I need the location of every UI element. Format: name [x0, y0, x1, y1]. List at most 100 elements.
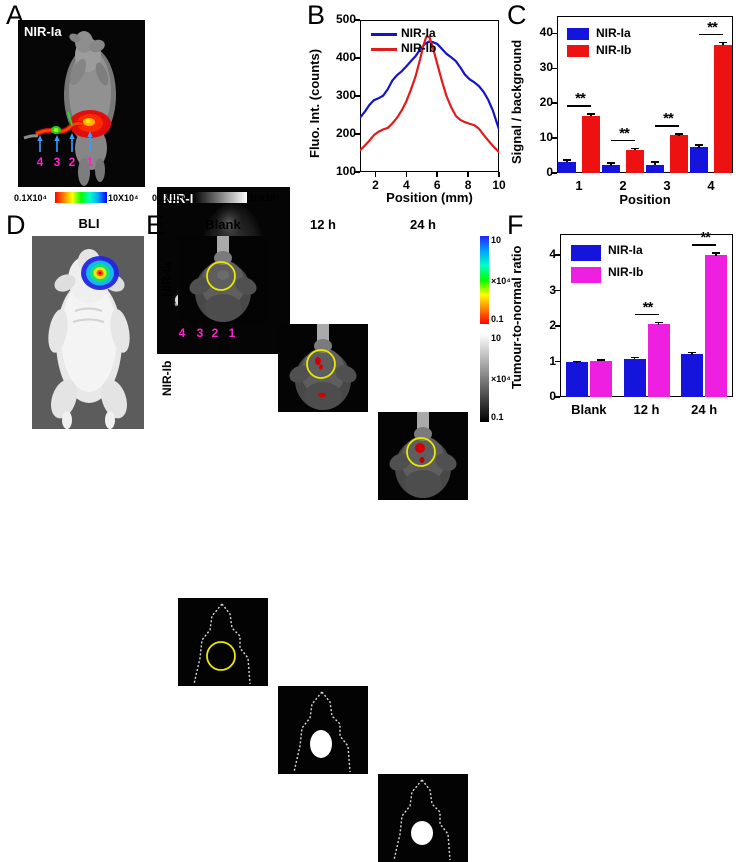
panel-c-xlabel: Position [619, 192, 671, 207]
panel-c-ytick-label: 20 [539, 95, 553, 110]
panel-c-letter: C [507, 0, 527, 30]
panel-b: B Fluo. Int. (counts) 100 200 300 400 500 2 4 6… [305, 0, 506, 213]
svg-text:4: 4 [179, 326, 186, 340]
errorbar-cap [675, 133, 683, 135]
panel-e-row-label-nir-ib: NIR-Ib [160, 360, 174, 396]
panel-b-xtick [498, 172, 500, 177]
significance-stars: ** [619, 124, 630, 142]
bli-signal-spot [81, 256, 119, 290]
panel-f: F Tumour-to-normal ratio ** ** 0 1 2 3 4 Blank… [505, 210, 744, 431]
legend-swatch-nir-ia [571, 245, 601, 261]
errorbar-cap [651, 161, 659, 163]
panel-b-ytick-label: 200 [335, 126, 356, 140]
panel-b-ytick-label: 400 [335, 50, 356, 64]
bli-mouse-image [32, 236, 144, 429]
colorbar-gray-min-label: 0.1X10⁴ [152, 193, 185, 203]
bar-nir-ia-Blank [565, 362, 588, 397]
panel-e-colorbar-rainbow-min: 0.1 [491, 314, 504, 324]
panel-b-ytick-label: 500 [335, 12, 356, 26]
panel-c-xtick-label: 2 [619, 178, 627, 193]
errorbar [722, 41, 724, 46]
panel-b-xlabel: Position (mm) [386, 190, 473, 205]
panel-b-curves [360, 35, 499, 154]
panel-e-colorbar-rainbow-gradient [480, 236, 489, 324]
errorbar-cap [654, 321, 663, 324]
svg-text:2: 2 [69, 155, 76, 169]
panel-e-letter: E [146, 210, 165, 240]
svg-text:2: 2 [212, 326, 219, 340]
errorbar [654, 161, 656, 166]
panel-c-bars: ** ** ** ** [557, 16, 733, 173]
significance-line [567, 105, 591, 107]
panel-f-ytick-label: 1 [549, 353, 556, 368]
panel-a: A [0, 0, 305, 354]
panel-c-ytick-label: 40 [539, 25, 553, 40]
panel-b-ylabel: Fluo. Int. (counts) [307, 48, 322, 158]
significance-line [655, 125, 679, 127]
errorbar-cap [607, 162, 615, 164]
errorbar-cap [596, 359, 605, 361]
bar-nir-ia-24-h [681, 354, 704, 397]
panel-d-letter: D [6, 210, 26, 240]
legend-swatch-nir-ib [567, 45, 589, 57]
errorbar [610, 162, 612, 166]
bar-nir-ia-3 [646, 164, 664, 173]
panel-e-image-nir-ib-24h [378, 774, 468, 862]
bar-nir-ib-Blank [589, 361, 612, 397]
colorbar-gray-max-label: 10X10⁴ [249, 193, 280, 203]
colorbar-rainbow-gradient [55, 192, 107, 203]
panel-f-xtick-label: Blank [571, 402, 607, 417]
panel-b-legend-swatch-nir-ia [371, 33, 397, 36]
panel-e-colorbar-gray-max: 10 [491, 333, 502, 343]
panel-c-xtick-label: 1 [575, 178, 583, 193]
errorbar [657, 321, 660, 325]
panel-e-col-header-12h: 12 h [309, 217, 336, 232]
panel-b-legend-label-nir-ib: NIR-Ib [401, 41, 437, 55]
panel-f-ytick-label: 3 [549, 282, 556, 297]
panel-b-xtick [405, 172, 408, 177]
panel-c-ylabel: Signal / background [509, 39, 524, 165]
bar-nir-ib-24-h [705, 255, 728, 397]
colorbar-gray-panel-a: 0.1X10⁴ 10X10⁴ [152, 191, 297, 205]
panel-e-image-nir-ia-blank [178, 236, 268, 324]
panel-f-xtick-label: 24 h [691, 402, 718, 417]
panel-f-ytick-label: 2 [549, 318, 556, 333]
panel-e-image-nir-ia-24h [378, 412, 468, 500]
significance-line [634, 313, 659, 316]
bar-nir-ib-12-h [647, 324, 670, 397]
bar-nir-ia-2 [602, 165, 620, 173]
panel-e-nir-ib-12h-svg [278, 686, 368, 774]
panel-b-ytick-label: 100 [335, 164, 356, 178]
bar-nir-ib-1 [582, 115, 600, 173]
errorbar-cap [630, 356, 639, 359]
significance-stars: ** [642, 298, 654, 316]
panel-c-ytick-label: 0 [546, 165, 553, 179]
nir-ia-image-label: NIR-Ia [24, 24, 62, 39]
errorbar [715, 252, 717, 256]
panel-e: E Blank 12 h 24 h NIR-Ia NIR-Ib [146, 210, 511, 862]
panel-b-series-nir-ia [360, 40, 499, 131]
errorbar-cap [712, 252, 721, 254]
panel-d-title: BLI [78, 216, 100, 231]
panel-e-colorbar-rainbow-mid: ×10⁴ [491, 276, 511, 286]
errorbar-cap [587, 113, 595, 115]
panel-e-nir-ib-24h-svg [378, 774, 468, 862]
legend-label-nir-ib: NIR-Ib [608, 265, 644, 279]
significance-line [692, 244, 717, 246]
nir-ib-image-label: NIR-Ib [163, 191, 202, 206]
panel-b-ytick-label: 300 [335, 88, 356, 102]
panel-c-xtick-label: 4 [707, 178, 715, 193]
errorbar-cap [563, 159, 571, 161]
panel-f-plot-area [560, 234, 733, 397]
errorbar [566, 159, 568, 163]
svg-text:1: 1 [87, 155, 94, 169]
significance-line [699, 33, 723, 36]
panel-b-xtick [436, 172, 439, 177]
significance-stars: ** [575, 90, 586, 108]
significance-line [611, 139, 635, 142]
panel-f-letter: F [507, 210, 524, 240]
errorbar-cap [719, 41, 727, 44]
panel-e-row-label-nir-ia: NIR-Ia [160, 262, 174, 298]
